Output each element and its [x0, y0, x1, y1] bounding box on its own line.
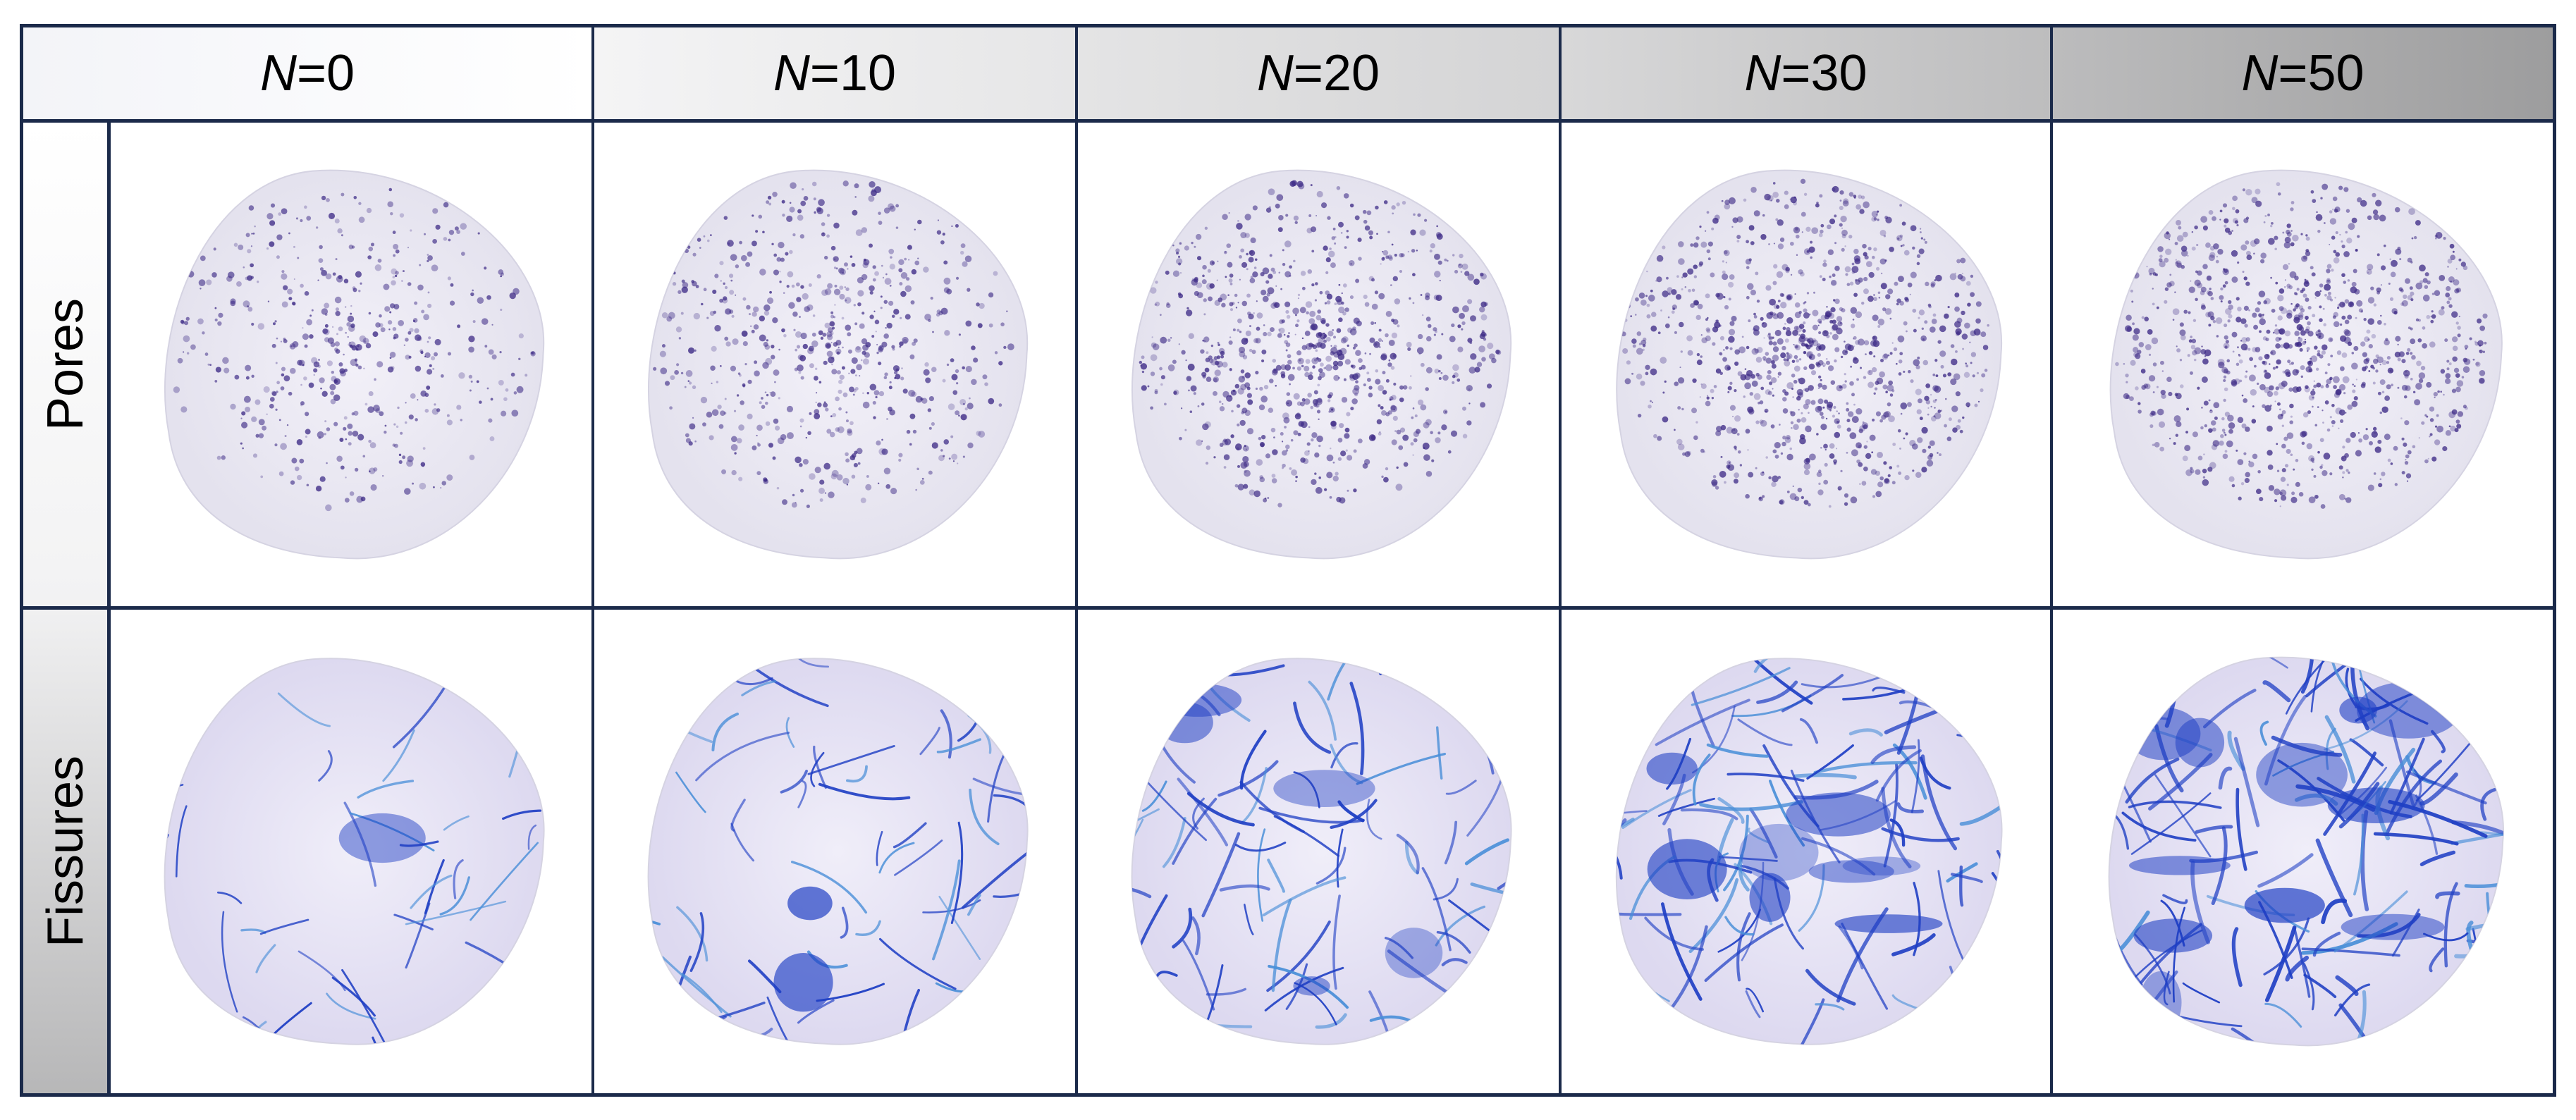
column-header-op: =	[1293, 45, 1323, 101]
pores-specimen-render	[1616, 169, 2003, 560]
column-header-op: =	[1781, 45, 1811, 101]
column-header-0: N = 0	[23, 27, 594, 123]
column-header-var: N	[2241, 45, 2278, 101]
row-header-label: Fissures	[37, 755, 94, 948]
pores-specimen-render	[164, 169, 545, 560]
column-header-2: N = 20	[1078, 27, 1562, 123]
fissures-image-1	[594, 610, 1078, 1093]
column-header-op: =	[809, 45, 840, 101]
pores-specimen-render	[2109, 169, 2503, 560]
column-header-var: N	[773, 45, 810, 101]
column-header-var: N	[1256, 45, 1294, 101]
pores-specimen-render	[1131, 169, 1512, 560]
image-grid: N = 0 N = 10 N = 20 N = 30 N = 50 Pores …	[20, 24, 2556, 1097]
column-header-var: N	[1744, 45, 1781, 101]
column-header-1: N = 10	[594, 27, 1078, 123]
row-header-label: Pores	[37, 297, 94, 431]
fissures-image-0	[111, 610, 594, 1093]
column-header-var: N	[259, 45, 297, 101]
pores-image-2	[1078, 123, 1562, 610]
fissures-image-2	[1078, 610, 1562, 1093]
row-header-pores: Pores	[23, 123, 111, 610]
fissures-specimen-render	[1131, 658, 1512, 1045]
figure: N = 0 N = 10 N = 20 N = 30 N = 50 Pores …	[20, 24, 2556, 1097]
column-header-value: 0	[326, 45, 355, 101]
row-header-fissures: Fissures	[23, 610, 111, 1093]
pores-image-4	[2053, 123, 2553, 610]
pores-image-0	[111, 123, 594, 610]
column-header-value: 10	[839, 45, 897, 101]
column-header-op: =	[296, 45, 326, 101]
fissures-specimen-render	[1615, 658, 2003, 1045]
pores-image-3	[1562, 123, 2053, 610]
fissures-image-3	[1562, 610, 2053, 1093]
column-header-4: N = 50	[2053, 27, 2553, 123]
pores-specimen-render	[648, 169, 1029, 560]
column-header-value: 50	[2307, 45, 2365, 101]
column-header-3: N = 30	[1562, 27, 2053, 123]
fissures-image-4	[2053, 610, 2553, 1093]
fissures-specimen-render	[647, 658, 1029, 1045]
column-header-value: 20	[1323, 45, 1380, 101]
fissures-specimen-render	[164, 658, 545, 1045]
column-header-op: =	[2278, 45, 2308, 101]
fissures-specimen-render	[2108, 656, 2504, 1047]
column-header-value: 30	[1810, 45, 1867, 101]
pores-image-1	[594, 123, 1078, 610]
